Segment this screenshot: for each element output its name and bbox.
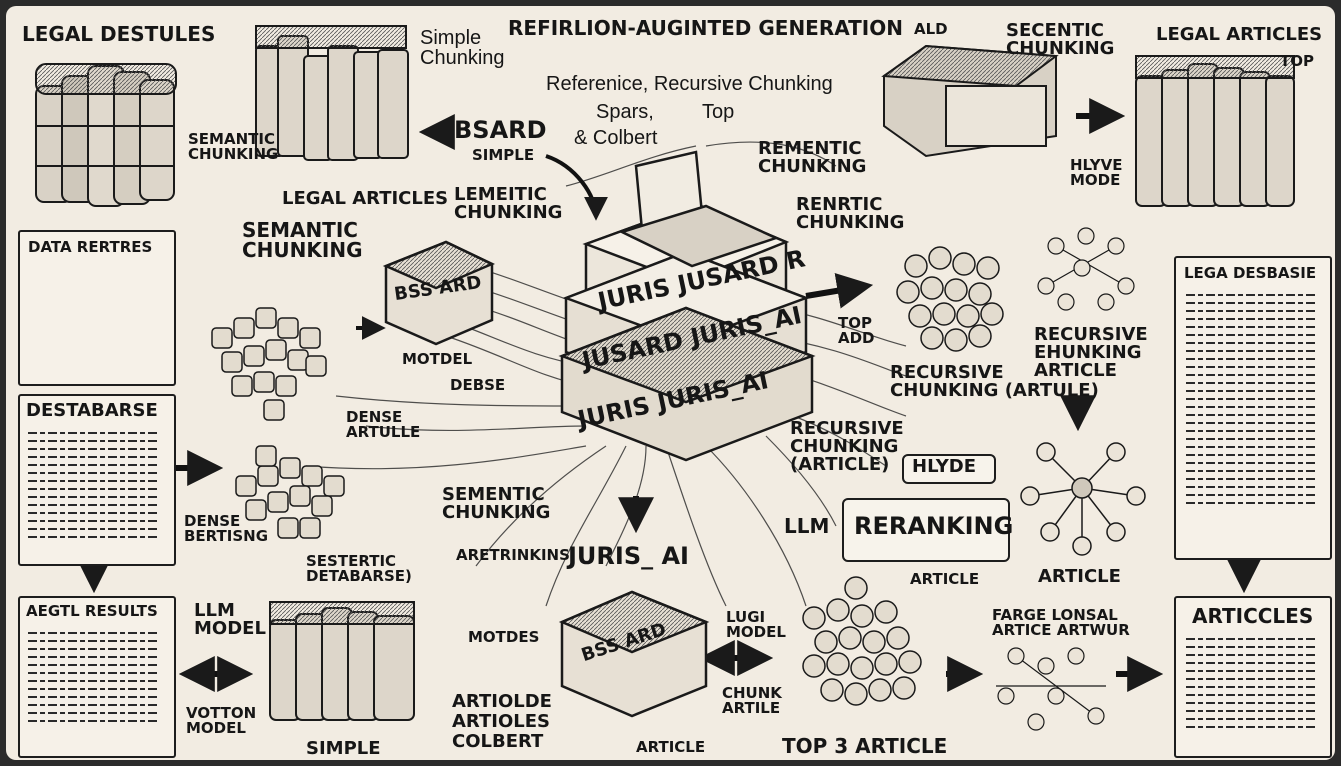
label-semantic-chunking-small: SEMANTIC CHUNKING [188, 130, 279, 163]
label-destabarse: DESTABARSE [26, 400, 158, 421]
cube-cluster-right-bottom [802, 576, 922, 706]
legal-results-panel [18, 596, 176, 758]
cube-cluster-right-upper [896, 246, 1004, 352]
label-sestertic-detabarse: SESTERTIC DETABARSE) [306, 552, 412, 585]
bsard-box [382, 240, 496, 346]
label-motdel: MOTDEL [402, 350, 473, 368]
books-top-right [1135, 55, 1295, 207]
books-top-left [35, 63, 177, 207]
legal-database-panel [1174, 256, 1332, 560]
label-legal-destules: LEGAL DESTULES [22, 22, 216, 46]
label-votton-model: VOTTON MODEL [186, 704, 257, 737]
flow-arrows [76, 98, 1262, 692]
label-bsard: BSARD [454, 116, 547, 144]
label-secentic-chunking: SECENTIC CHUNKING [1006, 20, 1115, 59]
label-article-bottom: ARTICLE [636, 738, 706, 756]
label-top-3-article: TOP 3 ARTICLE [782, 734, 948, 758]
label-simple-chunking: Simple Chunking [420, 27, 505, 69]
label-aretrinkins: ARETRINKINS [456, 546, 570, 564]
label-hlyde: HLYDE [912, 456, 977, 477]
label-sementic-chunking: SEMENTIC CHUNKING [442, 484, 551, 523]
data-rertres-panel [18, 230, 176, 386]
diagram-illustration [20, 25, 1295, 731]
label-top-right: TOP [1280, 52, 1314, 70]
destabarse-text-lines [28, 426, 160, 544]
label-legal-articles-right: LEGAL ARTICLES [1156, 24, 1323, 45]
label-dense-artulle: DENSE ARTULLE [346, 408, 421, 441]
label-debse: DEBSE [450, 376, 506, 394]
label-llm: LLM [784, 514, 830, 538]
label-juris-ai: JURIS_ AI [568, 542, 689, 570]
articles-text-lines [1186, 632, 1316, 734]
label-top-add: TOP ADD [838, 314, 875, 347]
legal-results-text-lines [28, 626, 160, 728]
network-graph-upper-right [1037, 227, 1135, 311]
cube-cluster-left-lower [235, 445, 345, 539]
label-farge-lonsal: FARGE LONSAL ARTICE ARTWUR [992, 606, 1130, 639]
book-top-right [881, 44, 1059, 158]
cube-cluster-left-upper [211, 307, 327, 421]
label-spars: Spars, [596, 101, 654, 123]
label-rementic-chunking: REMENTIC CHUNKING [758, 138, 867, 177]
label-reference-line: Referenice, Recursive Chunking [546, 73, 833, 95]
network-graph-bottom-right [996, 647, 1106, 731]
label-colbert: & Colbert [574, 127, 658, 149]
label-legal-articles-left: LEGAL ARTICLES [282, 188, 449, 209]
label-chunk-artile: CHUNK ARTILE [722, 684, 782, 717]
label-recursive-chunking-article: RECURSIVE CHUNKING (ARTICLE) [790, 418, 904, 475]
label-legal-results: AEGTL RESULTS [26, 602, 158, 620]
label-articles: ARTICCLES [1192, 604, 1314, 628]
network-graph-right [1020, 442, 1146, 556]
bsard-box-bottom [558, 590, 710, 718]
label-lugi-model: LUGI MODEL [726, 608, 786, 641]
books-top-center [255, 25, 409, 161]
label-dense-bertisng: DENSE BERTISNG [184, 512, 269, 545]
label-legal-desbasie: LEGA DESBASIE [1184, 264, 1317, 282]
diagram-canvas: REFIRLION-AUGINTED GENERATION ALD LEGAL … [6, 6, 1335, 760]
label-data-rertres: DATA RERTRES [28, 238, 153, 256]
label-article-small: ARTICLE [910, 570, 980, 588]
label-recursive-ehunking-article: RECURSIVE EHUNKING ARTICLE [1034, 324, 1148, 381]
central-stack [558, 150, 816, 462]
label-lemeitic-chunking: LEMEITIC CHUNKING [454, 184, 563, 223]
label-artiolde: ARTIOLDE ARTIOLES COLBERT [452, 691, 552, 752]
label-simple-bottom: SIMPLE [306, 738, 381, 759]
label-article-graph: ARTICLE [1038, 566, 1121, 587]
label-reranking: RERANKING [854, 512, 1014, 540]
label-hlyve-mode: HLYVE MODE [1070, 156, 1123, 189]
reranking-box [842, 498, 1010, 562]
articles-panel [1174, 596, 1332, 758]
label-top: Top [702, 101, 735, 123]
label-renrtic-chunking: RENRTIC CHUNKING [796, 194, 905, 233]
title-suffix: ALD [914, 20, 948, 38]
hlyde-box [902, 454, 996, 484]
label-llm-model: LLM MODEL [194, 600, 266, 639]
legal-database-text-lines [1186, 288, 1316, 510]
label-semantic-chunking: SEMANTIC CHUNKING [242, 218, 363, 262]
label-motdes: MOTDES [468, 628, 540, 646]
books-bottom [269, 601, 415, 721]
label-simple: SIMPLE [472, 146, 535, 164]
label-recursive-chunking-artule: RECURSIVE CHUNKING (ARTULE) [890, 362, 1099, 401]
main-title: REFIRLION-AUGINTED GENERATION [508, 16, 903, 40]
